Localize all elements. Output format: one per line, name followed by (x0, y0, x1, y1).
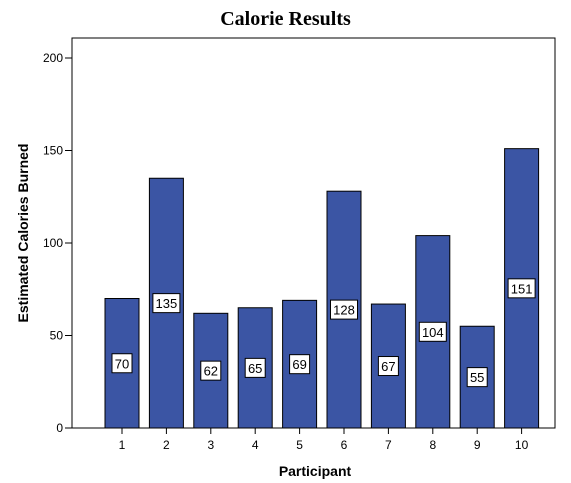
data-label-box (377, 356, 399, 377)
chart-title: Calorie Results (220, 8, 351, 30)
x-tick-label: 6 (341, 438, 348, 452)
data-label-box (507, 278, 536, 299)
x-tick-label: 9 (474, 438, 481, 452)
data-label: 65 (248, 361, 262, 376)
x-axis: 1 2 3 4 5 6 7 8 9 10 (119, 428, 529, 452)
data-label: 67 (381, 359, 395, 374)
x-tick-label: 5 (296, 438, 303, 452)
y-tick-label: 200 (43, 51, 63, 65)
x-tick-label: 8 (429, 438, 436, 452)
data-label-box (244, 357, 266, 378)
data-label: 151 (511, 281, 533, 296)
data-label-box (330, 299, 358, 320)
data-label-box (111, 353, 133, 374)
y-axis: 0 50 100 150 200 (43, 51, 72, 435)
y-axis-label: Estimated Calories Burned (15, 144, 31, 323)
y-tick-label: 0 (56, 421, 63, 435)
x-axis-label: Participant (279, 463, 352, 479)
data-label: 104 (422, 325, 444, 340)
x-tick-label: 4 (252, 438, 259, 452)
data-label: 69 (292, 357, 306, 372)
data-label-box (418, 321, 447, 342)
data-label-box (152, 293, 181, 314)
data-label-box (466, 367, 488, 388)
y-tick-label: 150 (43, 144, 63, 158)
data-label-box (200, 360, 222, 381)
data-label: 70 (115, 356, 129, 371)
y-tick-label: 50 (50, 329, 64, 343)
x-tick-label: 10 (515, 438, 529, 452)
data-label: 62 (204, 364, 218, 379)
x-tick-label: 7 (385, 438, 392, 452)
data-label: 128 (333, 303, 355, 318)
data-labels: 70 135 62 65 69 128 67 104 55 151 (111, 278, 536, 388)
data-label-box (289, 354, 311, 375)
y-tick-label: 100 (43, 236, 63, 250)
x-tick-label: 3 (207, 438, 214, 452)
data-label: 55 (470, 370, 484, 385)
x-tick-label: 1 (119, 438, 126, 452)
x-tick-label: 2 (163, 438, 170, 452)
data-label: 135 (156, 296, 178, 311)
